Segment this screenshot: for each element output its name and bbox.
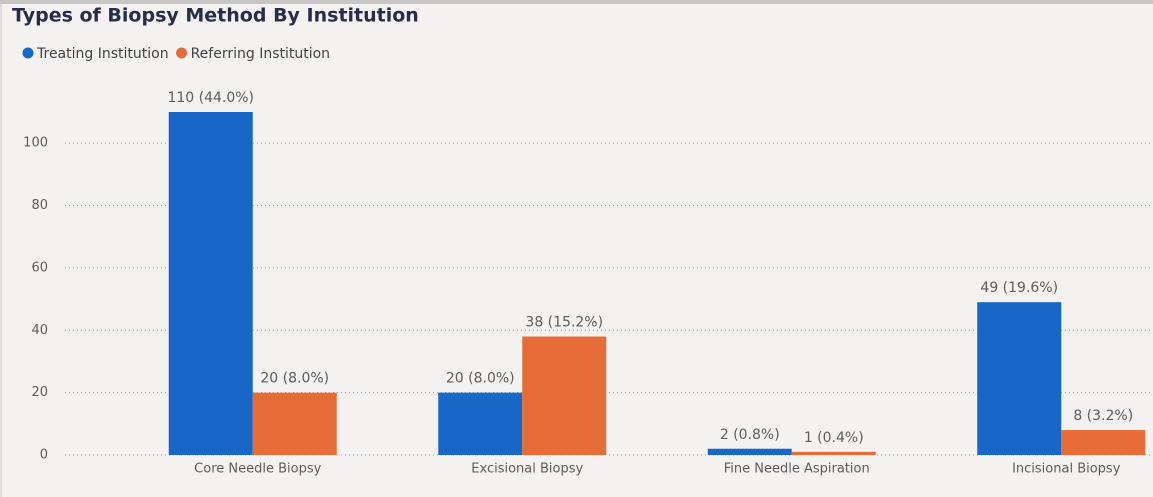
y-tick-label: 60 — [31, 260, 48, 275]
x-tick-label: Fine Needle Aspiration — [724, 462, 870, 477]
bar — [1061, 430, 1146, 455]
data-label: 110 (44.0%) — [167, 90, 254, 106]
bar — [977, 302, 1062, 455]
legend-marker — [176, 47, 188, 59]
top-border — [0, 0, 1153, 4]
x-tick-label: Incisional Biopsy — [1012, 462, 1121, 477]
data-label: 8 (3.2%) — [1073, 408, 1133, 424]
chart-title: Types of Biopsy Method By Institution — [12, 5, 419, 27]
data-label: 1 (0.4%) — [804, 430, 864, 446]
y-tick-label: 80 — [31, 198, 48, 213]
legend-label: Treating Institution — [36, 46, 169, 62]
bar — [252, 392, 337, 455]
bar — [707, 448, 792, 455]
y-tick-label: 0 — [40, 448, 48, 463]
data-label: 49 (19.6%) — [980, 280, 1058, 296]
bar — [791, 451, 876, 455]
x-tick-label: Excisional Biopsy — [471, 462, 583, 477]
y-tick-label: 40 — [31, 323, 48, 338]
bar — [168, 112, 253, 455]
y-tick-label: 100 — [23, 136, 48, 151]
data-label: 2 (0.8%) — [720, 427, 780, 443]
bar — [438, 392, 523, 455]
data-label: 38 (15.2%) — [525, 315, 603, 331]
legend-label: Referring Institution — [191, 46, 330, 62]
data-label: 20 (8.0%) — [446, 371, 515, 387]
legend-marker — [22, 47, 34, 59]
y-tick-label: 20 — [31, 385, 48, 400]
bar — [522, 336, 607, 455]
x-tick-label: Core Needle Biopsy — [194, 462, 321, 477]
data-label: 20 (8.0%) — [260, 371, 329, 387]
